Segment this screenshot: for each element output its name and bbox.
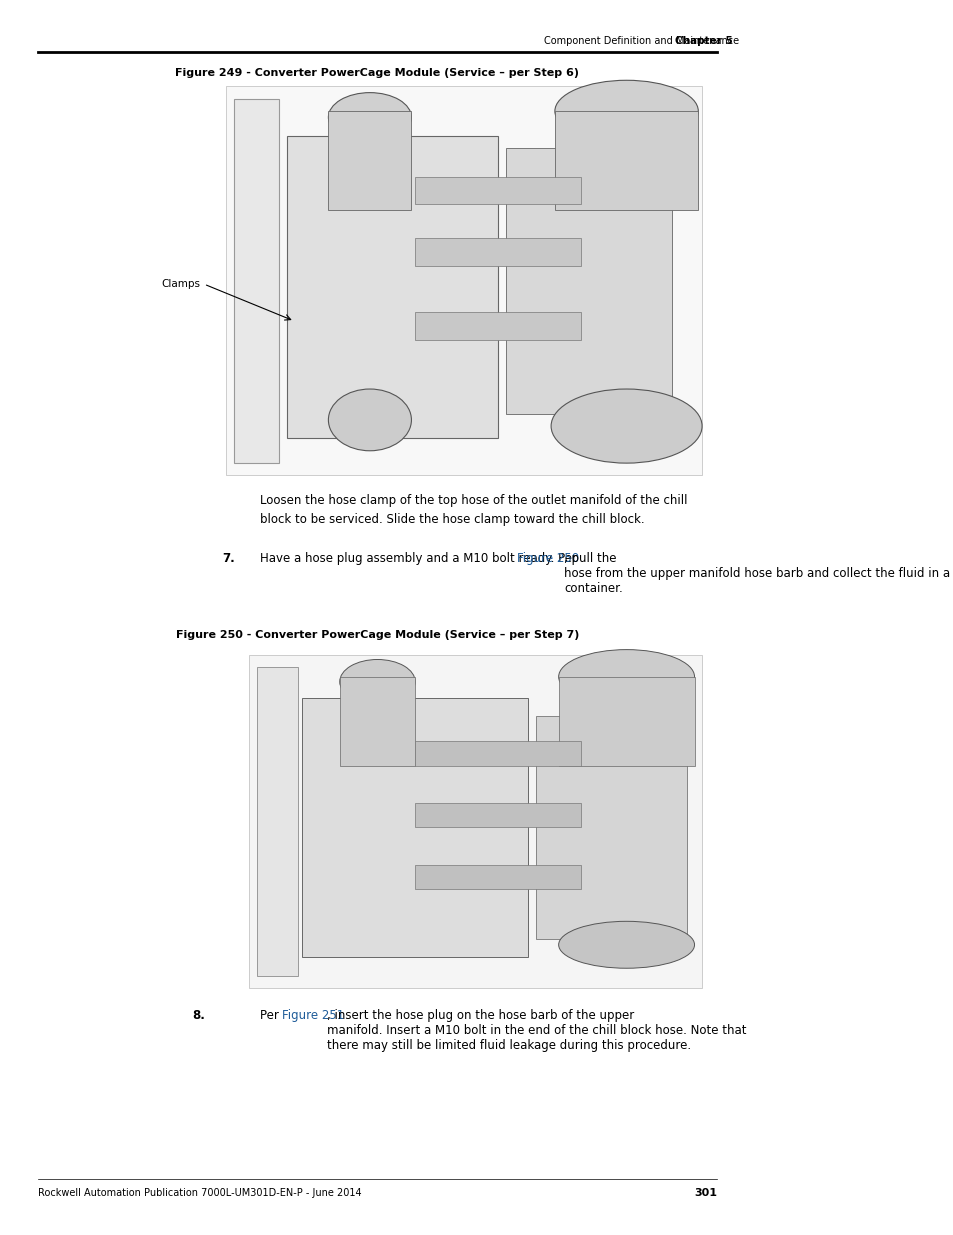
Ellipse shape — [328, 93, 411, 142]
Text: Figure 250: Figure 250 — [517, 552, 578, 566]
Bar — [287, 136, 497, 438]
Bar — [415, 238, 580, 266]
Bar — [328, 111, 411, 210]
Bar — [256, 667, 298, 976]
Text: Have a hose plug assembly and a M10 bolt ready. Per: Have a hose plug assembly and a M10 bolt… — [260, 552, 580, 566]
Ellipse shape — [328, 389, 411, 451]
Text: Figure 251: Figure 251 — [281, 1009, 343, 1023]
Bar — [558, 677, 694, 766]
Text: 8.: 8. — [193, 1009, 205, 1023]
Text: Component Definition and Maintenance: Component Definition and Maintenance — [543, 36, 738, 46]
Bar — [302, 698, 528, 957]
Ellipse shape — [555, 80, 698, 142]
Ellipse shape — [551, 389, 701, 463]
Bar — [555, 111, 698, 210]
Bar — [505, 148, 671, 414]
Bar — [226, 86, 701, 475]
Bar — [415, 803, 580, 827]
Bar — [339, 677, 415, 766]
Text: 7.: 7. — [222, 552, 235, 566]
Text: Chapter 5: Chapter 5 — [674, 36, 732, 46]
Bar — [536, 716, 686, 939]
Bar — [233, 99, 279, 463]
Text: 301: 301 — [694, 1188, 717, 1198]
Text: , insert the hose plug on the hose barb of the upper
manifold. Insert a M10 bolt: , insert the hose plug on the hose barb … — [327, 1009, 745, 1052]
Ellipse shape — [558, 650, 694, 704]
Text: Rockwell Automation Publication 7000L-UM301D-EN-P - June 2014: Rockwell Automation Publication 7000L-UM… — [38, 1188, 361, 1198]
Text: Loosen the hose clamp of the top hose of the outlet manifold of the chill
block : Loosen the hose clamp of the top hose of… — [260, 494, 687, 526]
Text: Clamps: Clamps — [161, 279, 200, 289]
Bar — [249, 655, 701, 988]
Text: Figure 249 - Converter PowerCage Module (Service – per Step 6): Figure 249 - Converter PowerCage Module … — [175, 68, 578, 78]
Text: Per: Per — [260, 1009, 283, 1023]
Bar — [415, 312, 580, 340]
Bar — [415, 177, 580, 204]
Bar — [415, 741, 580, 766]
Text: , pull the
hose from the upper manifold hose barb and collect the fluid in a
con: , pull the hose from the upper manifold … — [563, 552, 949, 595]
Ellipse shape — [339, 659, 415, 704]
Bar — [415, 864, 580, 889]
Text: Figure 250 - Converter PowerCage Module (Service – per Step 7): Figure 250 - Converter PowerCage Module … — [175, 630, 578, 640]
Ellipse shape — [558, 921, 694, 968]
